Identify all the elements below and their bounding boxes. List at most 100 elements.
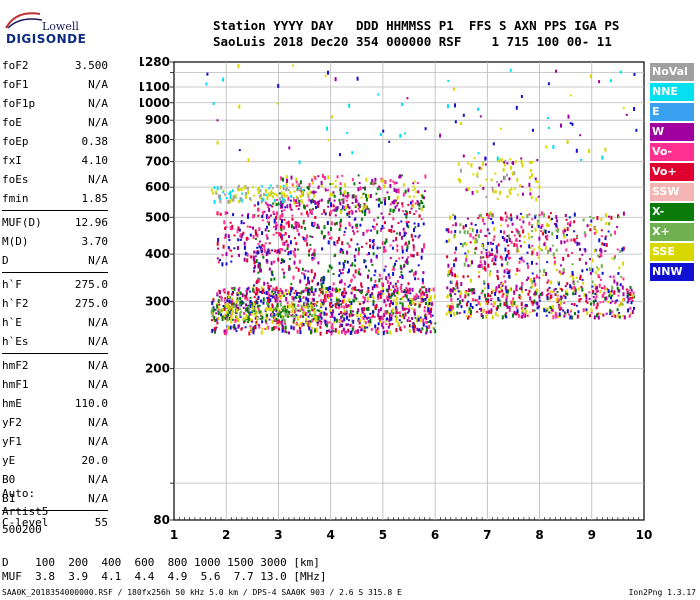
echo-point xyxy=(519,240,521,242)
echo-point xyxy=(339,228,341,231)
echo-point xyxy=(293,197,295,199)
echo-point xyxy=(224,300,226,302)
echo-point xyxy=(281,219,283,223)
echo-point xyxy=(318,226,320,229)
echo-point xyxy=(273,234,275,236)
echo-point xyxy=(276,232,278,234)
echo-point xyxy=(531,196,533,199)
echo-point xyxy=(614,231,616,235)
echo-point xyxy=(323,312,325,316)
echo-point xyxy=(407,256,409,258)
echo-point xyxy=(311,289,313,291)
echo-point xyxy=(295,242,297,245)
echo-point xyxy=(598,238,600,242)
echo-point xyxy=(407,204,409,206)
echo-point xyxy=(342,300,344,304)
echo-point xyxy=(341,324,343,327)
param-value: 3.500 xyxy=(75,56,108,75)
echo-point xyxy=(249,197,251,200)
echo-point xyxy=(269,298,271,302)
echo-point xyxy=(550,280,552,284)
echo-point xyxy=(261,331,263,335)
echo-point xyxy=(339,199,341,202)
echo-point xyxy=(494,255,496,257)
echo-point xyxy=(532,309,534,312)
echo-point xyxy=(325,291,327,294)
echo-point xyxy=(284,200,286,203)
echo-point xyxy=(381,278,383,280)
echo-point xyxy=(275,326,277,329)
echo-point xyxy=(556,235,558,239)
echo-point xyxy=(374,324,376,328)
echo-point xyxy=(560,307,562,310)
echo-point xyxy=(258,324,260,326)
echo-point xyxy=(378,309,380,313)
echo-point xyxy=(508,217,510,220)
echo-point xyxy=(407,319,409,322)
param-name: hmE xyxy=(2,394,22,413)
echo-point xyxy=(232,308,234,312)
echo-point xyxy=(411,308,413,310)
echo-point xyxy=(527,315,529,317)
echo-point xyxy=(355,330,357,334)
echo-point xyxy=(566,234,568,236)
echo-point xyxy=(354,295,356,299)
echo-point xyxy=(370,194,372,198)
echo-point xyxy=(336,319,338,323)
echo-point xyxy=(552,305,554,309)
echo-point xyxy=(610,216,612,220)
echo-point xyxy=(488,232,490,234)
echo-point xyxy=(292,315,294,317)
echo-point xyxy=(411,208,413,210)
echo-point xyxy=(624,315,626,319)
echo-point xyxy=(410,300,412,304)
echo-point xyxy=(413,273,415,277)
echo-point xyxy=(402,303,404,307)
echo-point xyxy=(299,327,301,330)
echo-point xyxy=(467,293,469,296)
echo-point xyxy=(260,194,262,197)
echo-point xyxy=(421,256,423,260)
x-tick-label: 3 xyxy=(274,528,282,542)
echo-point xyxy=(283,234,285,236)
echo-point xyxy=(377,217,379,219)
echo-point xyxy=(268,187,270,189)
param-row: foF2 3.500 xyxy=(2,56,108,75)
echo-point xyxy=(395,202,397,204)
echo-point xyxy=(471,222,473,225)
echo-point xyxy=(425,332,427,335)
echo-point xyxy=(504,269,506,273)
echo-point xyxy=(603,243,605,246)
echo-point xyxy=(347,324,349,326)
param-row: yE 20.0 xyxy=(2,451,108,470)
echo-point xyxy=(276,185,278,188)
echo-point xyxy=(565,285,567,287)
echo-point xyxy=(213,310,215,312)
echo-point xyxy=(355,224,357,227)
echo-point xyxy=(413,228,415,232)
echo-point xyxy=(485,164,487,166)
echo-point xyxy=(239,149,241,151)
echo-point xyxy=(369,319,371,323)
echo-point xyxy=(510,301,512,305)
echo-point xyxy=(613,257,615,260)
echo-point xyxy=(400,329,402,331)
echo-point xyxy=(489,272,491,276)
echo-point xyxy=(362,296,364,299)
echo-point xyxy=(344,309,346,312)
echo-point xyxy=(367,275,369,279)
echo-point xyxy=(425,321,427,324)
echo-point xyxy=(286,187,288,189)
echo-point xyxy=(395,290,397,292)
echo-point xyxy=(469,265,471,267)
echo-point xyxy=(378,204,380,208)
echo-point xyxy=(427,321,429,323)
echo-point xyxy=(370,182,372,185)
echo-point xyxy=(301,305,303,307)
echo-point xyxy=(566,282,568,285)
echo-point xyxy=(266,196,268,200)
echo-point xyxy=(382,130,384,133)
echo-point xyxy=(489,295,491,297)
echo-point xyxy=(480,308,482,312)
echo-point xyxy=(454,216,456,220)
